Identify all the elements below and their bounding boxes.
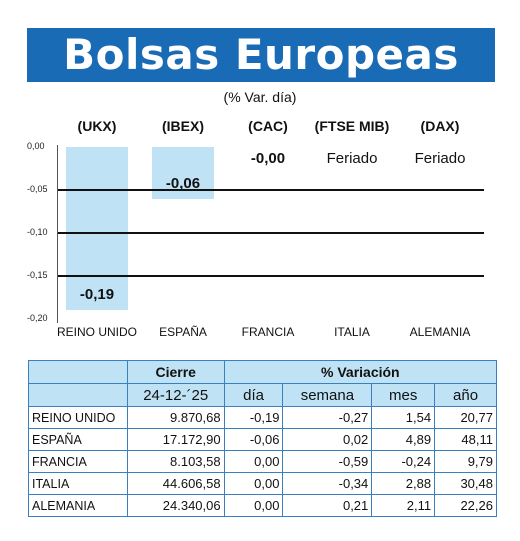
x-tick-label: REINO UNIDO xyxy=(56,325,137,339)
row-anio: 30,48 xyxy=(434,472,497,495)
x-tick-label: FRANCIA xyxy=(241,325,295,339)
row-name: FRANCIA xyxy=(28,450,128,473)
index-label: (CAC) xyxy=(248,118,288,134)
row-name: ALEMANIA xyxy=(28,494,128,517)
row-semana: -0,27 xyxy=(282,406,373,429)
row-dia: -0,06 xyxy=(223,428,284,451)
holiday-label: Feriado xyxy=(414,150,466,167)
header-anio: año xyxy=(434,383,497,407)
y-tick-label: 0,00 xyxy=(27,141,45,151)
row-semana: 0,02 xyxy=(282,428,373,451)
row-mes: 1,54 xyxy=(371,406,436,429)
index-label: (IBEX) xyxy=(162,118,204,134)
row-dia: 0,00 xyxy=(223,472,284,495)
data-label: -0,00 xyxy=(250,150,286,167)
row-anio: 48,11 xyxy=(434,428,497,451)
row-name: REINO UNIDO xyxy=(28,406,128,429)
row-mes: 2,88 xyxy=(371,472,436,495)
row-semana: 0,21 xyxy=(282,494,373,517)
row-cierre: 9.870,68 xyxy=(126,406,225,429)
row-dia: -0,19 xyxy=(223,406,284,429)
header-mes: mes xyxy=(371,383,436,407)
page-title: Bolsas Europeas xyxy=(27,28,495,82)
x-tick-label: ALEMANIA xyxy=(409,325,471,339)
gridline xyxy=(57,232,484,234)
bar xyxy=(66,147,128,311)
header-blank-2 xyxy=(28,383,128,407)
row-cierre: 17.172,90 xyxy=(126,428,225,451)
table-row: ESPAÑA 17.172,90 -0,06 0,02 4,89 48,11 xyxy=(28,428,497,451)
y-tick-label: -0,20 xyxy=(27,313,48,323)
header-dia: día xyxy=(223,383,284,407)
row-dia: 0,00 xyxy=(223,494,284,517)
data-label: -0,06 xyxy=(165,174,201,192)
row-anio: 20,77 xyxy=(434,406,497,429)
holiday-label: Feriado xyxy=(326,150,378,167)
data-label: -0,19 xyxy=(79,286,115,304)
x-tick-label: ITALIA xyxy=(334,325,370,339)
row-anio: 9,79 xyxy=(434,450,497,473)
y-tick-label: -0,10 xyxy=(27,227,48,237)
row-semana: -0,59 xyxy=(282,450,373,473)
y-axis xyxy=(57,145,58,323)
gridline xyxy=(57,189,484,191)
index-label: (FTSE MIB) xyxy=(314,118,390,134)
y-tick-label: -0,15 xyxy=(27,270,48,280)
gridline xyxy=(57,275,484,277)
table-row: REINO UNIDO 9.870,68 -0,19 -0,27 1,54 20… xyxy=(28,406,497,429)
header-variacion: % Variación xyxy=(223,360,498,384)
row-mes: 4,89 xyxy=(371,428,436,451)
row-anio: 22,26 xyxy=(434,494,497,517)
table-row: FRANCIA 8.103,58 0,00 -0,59 -0,24 9,79 xyxy=(28,450,497,473)
header-semana: semana xyxy=(282,383,373,407)
table-row: ITALIA 44.606,58 0,00 -0,34 2,88 30,48 xyxy=(28,472,497,495)
row-mes: -0,24 xyxy=(371,450,436,473)
y-tick-label: -0,05 xyxy=(27,184,48,194)
table-row: ALEMANIA 24.340,06 0,00 0,21 2,11 22,26 xyxy=(28,494,497,517)
chart-subtitle: (% Var. día) xyxy=(223,89,297,105)
table-header-row-1: Cierre % Variación xyxy=(28,360,498,384)
row-semana: -0,34 xyxy=(282,472,373,495)
row-dia: 0,00 xyxy=(223,450,284,473)
row-cierre: 8.103,58 xyxy=(126,450,225,473)
row-cierre: 44.606,58 xyxy=(126,472,225,495)
header-cierre: Cierre xyxy=(126,360,225,384)
row-cierre: 24.340,06 xyxy=(126,494,225,517)
header-blank xyxy=(28,360,128,384)
row-mes: 2,11 xyxy=(371,494,436,517)
table-header-row-2: 24-12-´25 día semana mes año xyxy=(28,383,497,407)
index-label: (DAX) xyxy=(420,118,460,134)
row-name: ITALIA xyxy=(28,472,128,495)
stocks-table: Cierre % Variación 24-12-´25 día semana … xyxy=(28,360,498,517)
header-date: 24-12-´25 xyxy=(126,383,225,407)
row-name: ESPAÑA xyxy=(28,428,128,451)
index-label: (UKX) xyxy=(77,118,117,134)
x-tick-label: ESPAÑA xyxy=(159,325,207,339)
